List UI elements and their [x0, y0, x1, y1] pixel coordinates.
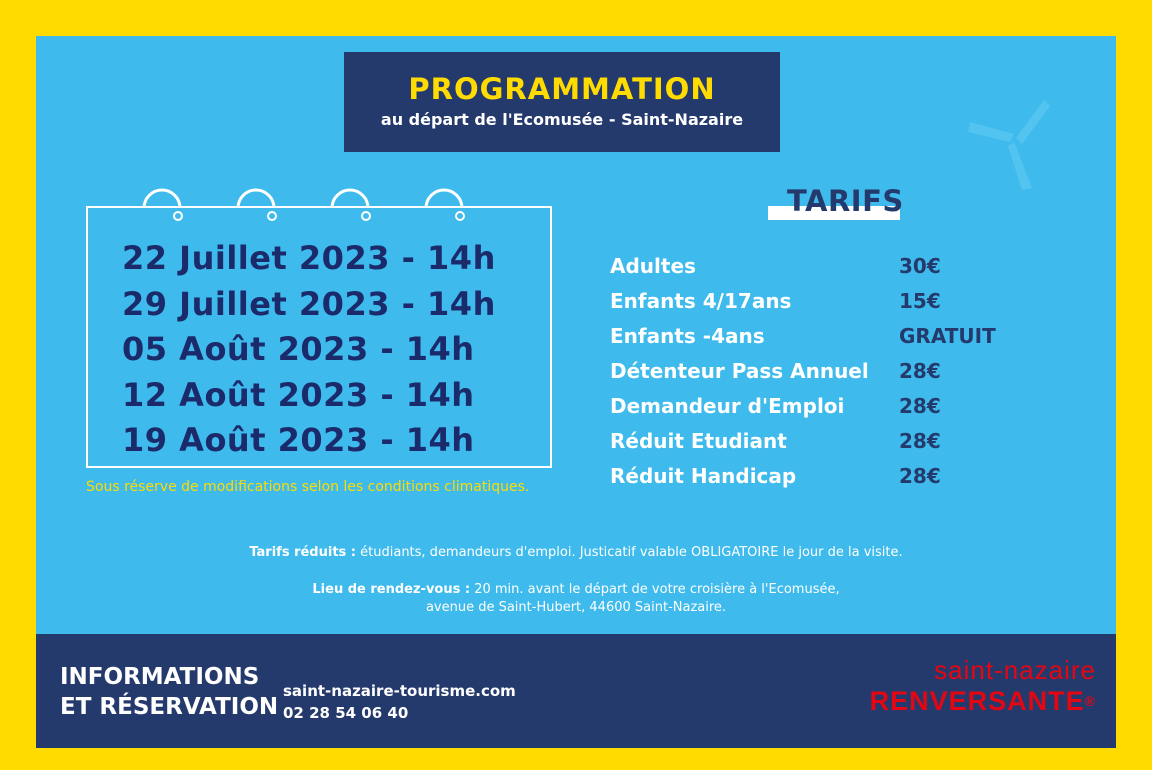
tarif-price: 28€	[899, 464, 941, 488]
tarif-row: Détenteur Pass Annuel 28€	[610, 359, 1010, 389]
tarif-row: Adultes 30€	[610, 254, 1010, 284]
reduced-rates-note: Tarifs réduits : étudiants, demandeurs d…	[36, 544, 1116, 562]
meeting-point-note: Lieu de rendez-vous : 20 min. avant le d…	[36, 581, 1116, 617]
tarif-price: 28€	[899, 394, 941, 418]
tarifs-title: TARIFS	[787, 184, 904, 218]
meeting-point-address: avenue de Saint-Hubert, 44600 Saint-Naza…	[425, 600, 727, 615]
phone-number[interactable]: 02 28 54 06 40	[283, 704, 409, 722]
tarif-row: Enfants 4/17ans 15€	[610, 289, 1010, 319]
reduced-rates-label: Tarifs réduits :	[249, 545, 357, 560]
website-link[interactable]: saint-nazaire-tourisme.com	[283, 682, 516, 700]
tarif-row: Demandeur d'Emploi 28€	[610, 394, 1010, 424]
info-title: INFORMATIONS ET RÉSERVATION	[60, 662, 278, 722]
page-subtitle: au départ de l'Ecomusée - Saint-Nazaire	[380, 110, 744, 129]
logo-registered-mark: ®	[1084, 693, 1096, 709]
reduced-rates-text: étudiants, demandeurs d'emploi. Justicat…	[356, 545, 903, 560]
title-box: PROGRAMMATION au départ de l'Ecomusée - …	[344, 52, 780, 152]
calendar-rings	[142, 188, 465, 221]
calendar-ring-icon	[424, 188, 464, 209]
page-title: PROGRAMMATION	[408, 72, 716, 106]
tarif-label: Enfants -4ans	[610, 324, 765, 348]
tarifs-underline	[768, 206, 900, 220]
tarif-label: Réduit Handicap	[610, 464, 797, 488]
meeting-point-label: Lieu de rendez-vous :	[312, 582, 471, 597]
date-item: 22 Juillet 2023 - 14h	[122, 239, 496, 277]
boomerang-icon	[968, 100, 1050, 190]
date-item: 29 Juillet 2023 - 14h	[122, 284, 496, 323]
contact-block: saint-nazaire-tourisme.com 02 28 54 06 4…	[283, 680, 516, 724]
tarif-label: Enfants 4/17ans	[610, 289, 792, 313]
calendar-ring-icon	[330, 188, 370, 209]
logo-bottom-word: RENVERSANTE	[869, 686, 1085, 716]
date-item: 12 Août 2023 - 14h	[122, 375, 475, 414]
tarif-row: Réduit Etudiant 28€	[610, 429, 1010, 459]
info-title-line1: INFORMATIONS	[60, 664, 260, 690]
tarif-price: 15€	[899, 289, 941, 313]
info-title-line2: ET RÉSERVATION	[60, 694, 279, 720]
logo-bottom-text: RENVERSANTE®	[856, 684, 1096, 718]
tarif-label: Réduit Etudiant	[610, 429, 787, 453]
calendar-ring-icon	[142, 188, 182, 209]
date-item: 19 Août 2023 - 14h	[122, 421, 475, 459]
tarif-price: 30€	[899, 254, 941, 278]
tarif-label: Demandeur d'Emploi	[610, 394, 845, 418]
date-list: 22 Juillet 2023 - 14h 29 Juillet 2023 - …	[122, 236, 496, 464]
tarif-price: 28€	[899, 359, 941, 383]
weather-note: Sous réserve de modifications selon les …	[86, 479, 530, 495]
saint-nazaire-logo: saint-nazaire RENVERSANTE®	[856, 656, 1096, 718]
tarif-price: GRATUIT	[899, 324, 996, 348]
tarif-row: Réduit Handicap 28€	[610, 464, 1010, 494]
blue-panel	[36, 36, 1116, 744]
tarif-label: Adultes	[610, 254, 696, 278]
logo-top-text: saint-nazaire	[934, 655, 1096, 685]
meeting-point-text: 20 min. avant le départ de votre croisiè…	[470, 582, 840, 597]
calendar-frame	[86, 206, 552, 468]
tarif-row: Enfants -4ans GRATUIT	[610, 324, 1010, 354]
tarif-price: 28€	[899, 429, 941, 453]
tarif-label: Détenteur Pass Annuel	[610, 359, 869, 383]
footer-band	[36, 634, 1116, 748]
calendar-ring-icon	[236, 188, 276, 209]
date-item: 05 Août 2023 - 14h	[122, 330, 475, 368]
